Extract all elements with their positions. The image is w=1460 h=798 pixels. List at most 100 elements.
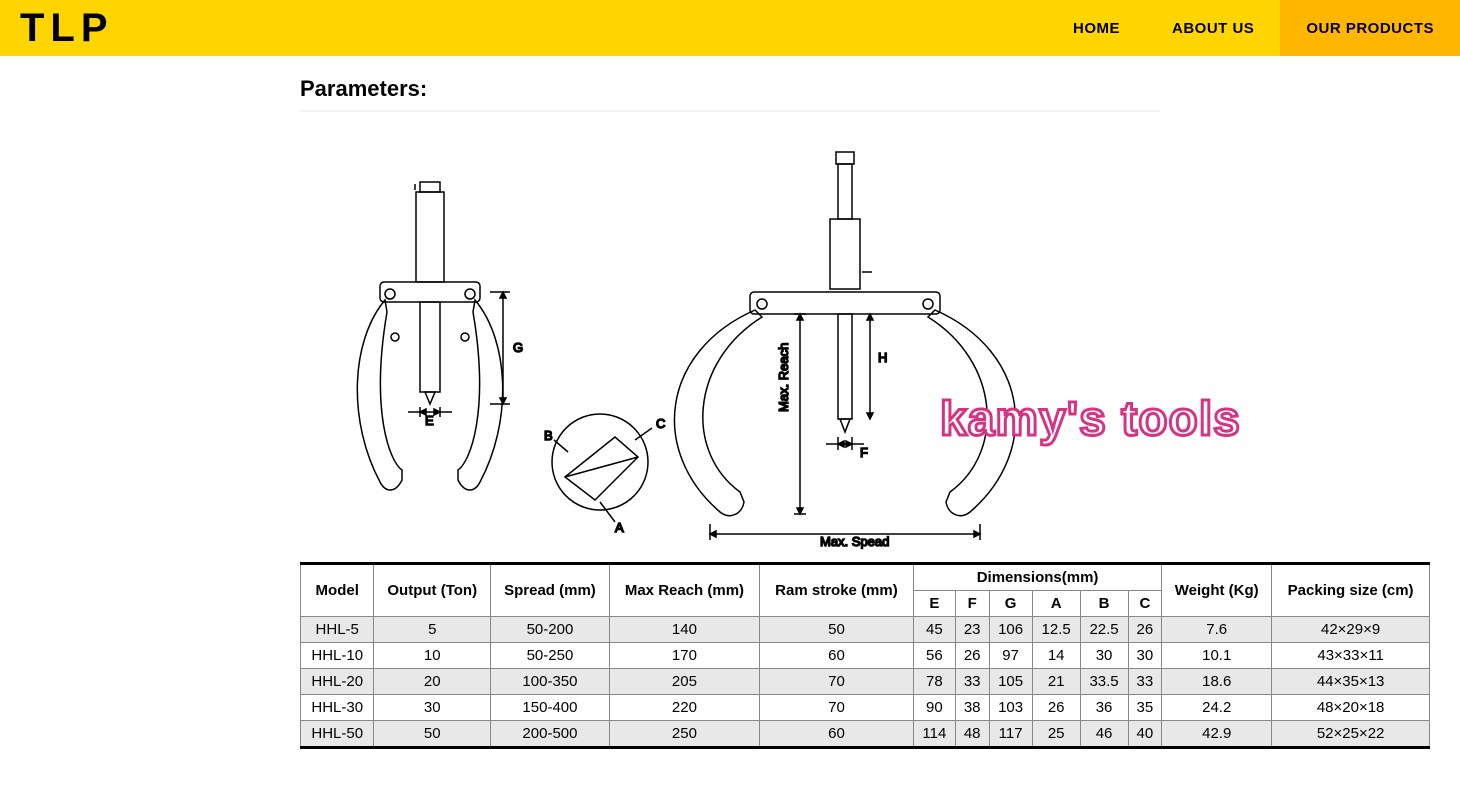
cell-packing: 42×29×9 <box>1272 617 1430 643</box>
table-head: Model Output (Ton) Spread (mm) Max Reach… <box>301 564 1430 617</box>
cell-g: 105 <box>989 669 1032 695</box>
cell-e: 114 <box>913 721 955 748</box>
cell-max_reach: 170 <box>609 643 759 669</box>
cell-spread: 50-250 <box>491 643 610 669</box>
cell-weight: 42.9 <box>1162 721 1272 748</box>
cell-max_reach: 250 <box>609 721 759 748</box>
label-max-reach: Max. Reach <box>776 343 791 412</box>
label-f: F <box>860 445 868 460</box>
product-diagram: E G A B C <box>300 132 1160 552</box>
col-max-reach: Max Reach (mm) <box>609 564 759 617</box>
cell-weight: 24.2 <box>1162 695 1272 721</box>
col-packing: Packing size (cm) <box>1272 564 1430 617</box>
cell-b: 46 <box>1080 721 1128 748</box>
cell-f: 38 <box>955 695 989 721</box>
cell-g: 117 <box>989 721 1032 748</box>
cell-e: 56 <box>913 643 955 669</box>
cell-a: 14 <box>1032 643 1080 669</box>
cell-ram_stroke: 70 <box>760 669 914 695</box>
cell-packing: 48×20×18 <box>1272 695 1430 721</box>
col-spread: Spread (mm) <box>491 564 610 617</box>
cell-ram_stroke: 60 <box>760 721 914 748</box>
table-row: HHL-101050-2501706056269714303010.143×33… <box>301 643 1430 669</box>
parameters-table: Model Output (Ton) Spread (mm) Max Reach… <box>300 562 1430 749</box>
divider <box>300 110 1160 112</box>
cell-c: 33 <box>1128 669 1162 695</box>
table-row: HHL-2020100-3502057078331052133.53318.64… <box>301 669 1430 695</box>
cell-weight: 7.6 <box>1162 617 1272 643</box>
col-dim-e: E <box>913 591 955 617</box>
col-dim-a: A <box>1032 591 1080 617</box>
cell-b: 33.5 <box>1080 669 1128 695</box>
cell-g: 103 <box>989 695 1032 721</box>
cell-f: 33 <box>955 669 989 695</box>
cell-c: 40 <box>1128 721 1162 748</box>
table-row: HHL-5550-20014050452310612.522.5267.642×… <box>301 617 1430 643</box>
cell-output: 5 <box>374 617 491 643</box>
label-max-spread: Max. Spead <box>820 534 889 549</box>
cell-max_reach: 205 <box>609 669 759 695</box>
table-row: HHL-5050200-500250601144811725464042.952… <box>301 721 1430 748</box>
cell-max_reach: 140 <box>609 617 759 643</box>
label-h: H <box>878 350 887 365</box>
nav: HOME ABOUT US OUR PRODUCTS <box>1047 0 1460 56</box>
label-e: E <box>425 413 434 428</box>
logo: TLP <box>20 6 114 51</box>
cell-spread: 100-350 <box>491 669 610 695</box>
cell-model: HHL-50 <box>301 721 374 748</box>
cell-e: 78 <box>913 669 955 695</box>
cell-e: 45 <box>913 617 955 643</box>
cell-spread: 150-400 <box>491 695 610 721</box>
cell-ram_stroke: 60 <box>760 643 914 669</box>
cell-ram_stroke: 70 <box>760 695 914 721</box>
cell-packing: 43×33×11 <box>1272 643 1430 669</box>
cell-output: 20 <box>374 669 491 695</box>
label-g: G <box>513 340 523 355</box>
col-dim-f: F <box>955 591 989 617</box>
cell-weight: 18.6 <box>1162 669 1272 695</box>
cell-a: 26 <box>1032 695 1080 721</box>
cell-spread: 200-500 <box>491 721 610 748</box>
cell-packing: 52×25×22 <box>1272 721 1430 748</box>
cell-output: 50 <box>374 721 491 748</box>
cell-g: 106 <box>989 617 1032 643</box>
col-ram-stroke: Ram stroke (mm) <box>760 564 914 617</box>
content-area: Parameters: <box>0 56 1460 789</box>
cell-g: 97 <box>989 643 1032 669</box>
nav-home[interactable]: HOME <box>1047 0 1146 56</box>
cell-output: 30 <box>374 695 491 721</box>
cell-c: 35 <box>1128 695 1162 721</box>
section-title: Parameters: <box>300 76 1160 102</box>
nav-about-us[interactable]: ABOUT US <box>1146 0 1280 56</box>
col-output: Output (Ton) <box>374 564 491 617</box>
cell-ram_stroke: 50 <box>760 617 914 643</box>
nav-our-products[interactable]: OUR PRODUCTS <box>1280 0 1460 56</box>
col-dimensions: Dimensions(mm) <box>913 564 1161 591</box>
cell-f: 48 <box>955 721 989 748</box>
cell-b: 30 <box>1080 643 1128 669</box>
cell-c: 30 <box>1128 643 1162 669</box>
table-body: HHL-5550-20014050452310612.522.5267.642×… <box>301 617 1430 748</box>
cell-a: 12.5 <box>1032 617 1080 643</box>
col-dim-g: G <box>989 591 1032 617</box>
diagram-svg: E G A B C <box>300 132 1160 552</box>
col-weight: Weight (Kg) <box>1162 564 1272 617</box>
cell-model: HHL-20 <box>301 669 374 695</box>
label-c: C <box>656 416 665 431</box>
cell-model: HHL-30 <box>301 695 374 721</box>
cell-output: 10 <box>374 643 491 669</box>
cell-a: 25 <box>1032 721 1080 748</box>
label-a: A <box>615 520 624 535</box>
cell-a: 21 <box>1032 669 1080 695</box>
cell-model: HHL-10 <box>301 643 374 669</box>
col-dim-b: B <box>1080 591 1128 617</box>
cell-model: HHL-5 <box>301 617 374 643</box>
cell-weight: 10.1 <box>1162 643 1272 669</box>
col-model: Model <box>301 564 374 617</box>
cell-f: 26 <box>955 643 989 669</box>
label-b: B <box>544 428 553 443</box>
col-dim-c: C <box>1128 591 1162 617</box>
table-row: HHL-3030150-40022070903810326363524.248×… <box>301 695 1430 721</box>
topbar: TLP HOME ABOUT US OUR PRODUCTS <box>0 0 1460 56</box>
cell-c: 26 <box>1128 617 1162 643</box>
